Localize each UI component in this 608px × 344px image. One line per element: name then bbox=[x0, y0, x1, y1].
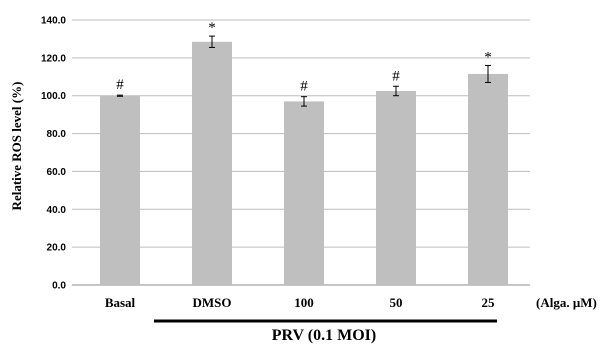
group-label: PRV (0.1 MOI) bbox=[272, 327, 376, 344]
significance-mark: * bbox=[208, 20, 216, 36]
y-axis-title: Relative ROS level (%) bbox=[9, 82, 24, 211]
x-category-label: Basal bbox=[105, 295, 136, 310]
y-tick-label: 120.0 bbox=[41, 53, 66, 64]
significance-marks: # * # # * bbox=[116, 20, 492, 95]
x-category-label: 25 bbox=[482, 295, 496, 310]
x-category-labels: Basal DMSO 100 50 25 bbox=[105, 295, 495, 310]
bar bbox=[100, 95, 140, 285]
y-tick-label: 40.0 bbox=[47, 205, 67, 216]
y-tick-labels: 0.0 20.0 40.0 60.0 80.0 100.0 120.0 140.0 bbox=[41, 16, 66, 292]
x-category-label: 100 bbox=[294, 295, 314, 310]
bar bbox=[192, 41, 232, 286]
y-tick-label: 80.0 bbox=[47, 129, 67, 140]
y-tick-label: 100.0 bbox=[41, 91, 66, 102]
y-tick-label: 140.0 bbox=[41, 16, 66, 27]
significance-mark: # bbox=[392, 68, 400, 84]
x-category-label: 50 bbox=[390, 295, 403, 310]
y-tick-label: 60.0 bbox=[47, 167, 67, 178]
bar bbox=[468, 73, 508, 285]
bar bbox=[284, 101, 324, 286]
y-tick-label: 0.0 bbox=[52, 281, 66, 292]
bars bbox=[100, 41, 508, 286]
x-category-label: DMSO bbox=[193, 295, 232, 310]
y-tick-label: 20.0 bbox=[47, 243, 67, 254]
significance-mark: # bbox=[116, 77, 124, 93]
significance-mark: * bbox=[484, 49, 492, 65]
bar bbox=[376, 90, 416, 285]
x-unit-label: (Alga. μM) bbox=[536, 295, 597, 310]
significance-mark: # bbox=[300, 79, 308, 95]
error-bars bbox=[117, 35, 491, 107]
